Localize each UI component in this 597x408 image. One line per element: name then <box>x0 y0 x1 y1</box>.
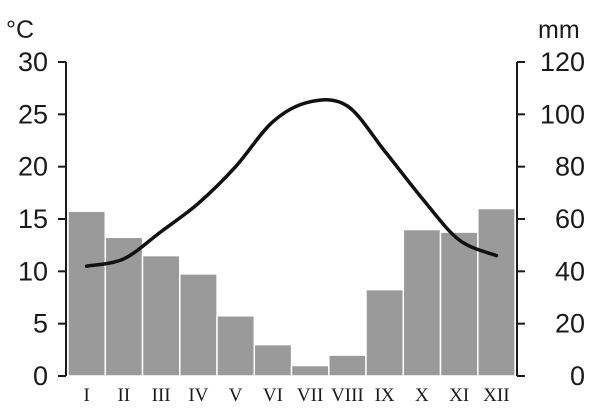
left-tick-label: 5 <box>33 309 48 339</box>
precipitation-bar-V <box>216 315 256 377</box>
precipitation-bar-I <box>67 210 107 377</box>
precipitation-bar-XI <box>439 231 479 377</box>
precipitation-bar-III <box>141 254 181 377</box>
precipitation-bar-VI <box>253 343 293 377</box>
precipitation-bar-IV <box>179 273 218 377</box>
month-label-II: II <box>118 385 131 406</box>
right-tick-label: 40 <box>555 256 585 286</box>
right-axis-ticks: 0 20 40 60 80 100 120 <box>517 47 585 391</box>
month-label-X: X <box>415 385 429 406</box>
precipitation-bar-XII <box>477 207 516 377</box>
month-label-VII: VII <box>297 385 323 406</box>
left-tick-label: 25 <box>18 99 48 129</box>
left-axis-ticks: 0 5 10 15 20 25 30 <box>18 47 66 391</box>
precipitation-bar-X <box>402 228 442 377</box>
right-tick-label: 60 <box>555 204 585 234</box>
precipitation-bar-VIII <box>328 354 367 377</box>
right-tick-label: 100 <box>540 99 585 129</box>
precipitation-bar-VII <box>290 364 330 377</box>
month-labels: I II III IV V VI VII VIII IX X XI XII <box>83 385 509 406</box>
right-tick-label: 80 <box>555 152 585 182</box>
right-axis-unit: mm <box>538 16 580 44</box>
month-label-V: V <box>229 385 243 406</box>
right-tick-label: 20 <box>555 309 585 339</box>
month-label-IV: IV <box>188 385 208 406</box>
left-tick-label: 0 <box>33 361 48 391</box>
month-label-XII: XII <box>483 385 509 406</box>
month-label-IX: IX <box>375 385 395 406</box>
right-tick-label: 120 <box>540 47 585 77</box>
month-label-VIII: VIII <box>331 385 364 406</box>
left-tick-label: 15 <box>18 204 48 234</box>
month-label-VI: VI <box>263 385 283 406</box>
left-axis-unit: °C <box>6 16 34 44</box>
precipitation-bars <box>67 207 516 377</box>
month-label-I: I <box>83 385 89 406</box>
month-label-XI: XI <box>449 385 469 406</box>
right-tick-label: 0 <box>570 361 585 391</box>
left-tick-label: 10 <box>18 256 48 286</box>
precipitation-bar-IX <box>365 288 405 377</box>
temperature-line <box>84 98 499 268</box>
left-tick-label: 30 <box>18 47 48 77</box>
month-label-III: III <box>152 385 171 406</box>
left-tick-label: 20 <box>18 152 48 182</box>
